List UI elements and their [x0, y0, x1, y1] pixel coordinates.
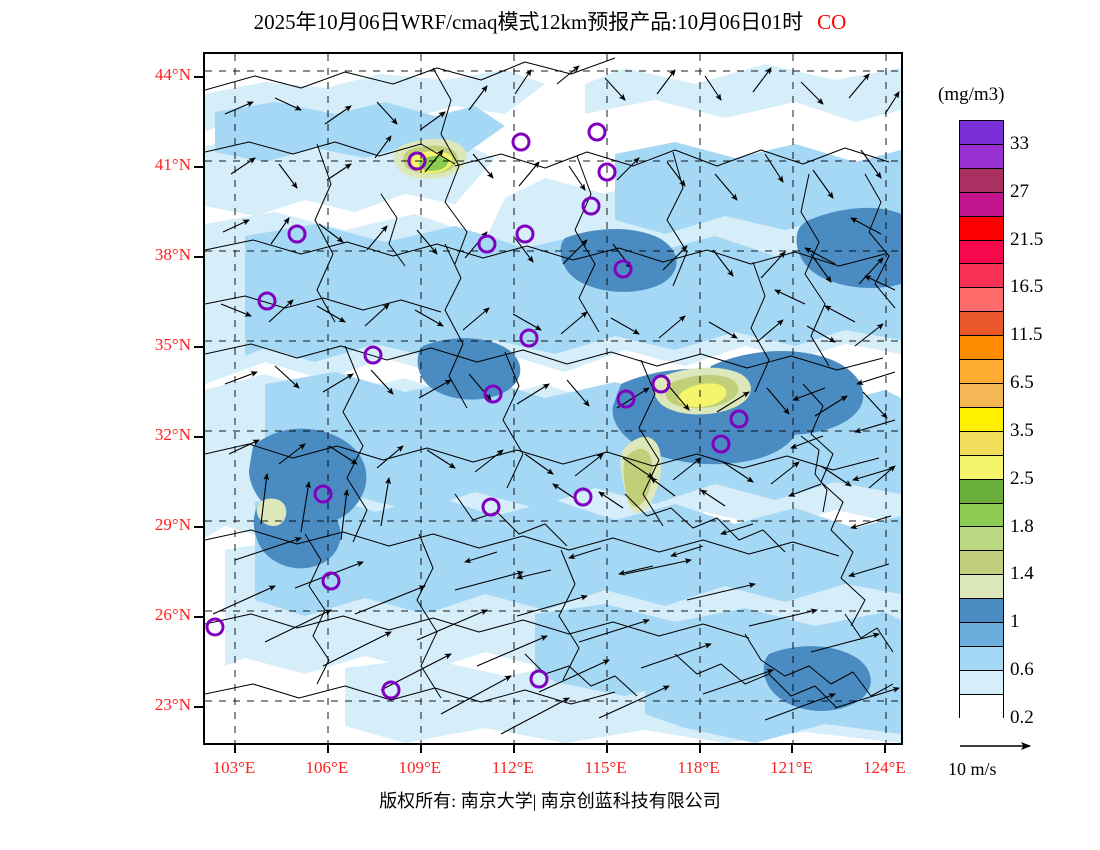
colorbar-band-6	[960, 264, 1003, 289]
colorbar-band-7	[960, 288, 1003, 313]
colorbar-band-11	[960, 383, 1003, 408]
wind-scale-key: 10 m/s	[948, 735, 1098, 791]
y-tick-label-6: 26°N	[154, 605, 191, 624]
colorbar-band-18	[960, 551, 1003, 576]
colorbar-band-0	[960, 121, 1003, 145]
y-tick-label-1: 41°N	[154, 155, 191, 174]
colorbar-band-17	[960, 527, 1003, 552]
colorbar-band-13	[960, 431, 1003, 456]
colorbar-band-20	[960, 599, 1003, 624]
colorbar-band-8	[960, 312, 1003, 337]
x-tick-label-4: 115°E	[584, 758, 627, 777]
colorbar-label-3: 16.5	[1010, 276, 1044, 298]
y-tick-label-2: 38°N	[154, 245, 191, 264]
station-markers[interactable]	[205, 122, 749, 700]
chart-title: 2025年10月06日WRF/cmaq模式12km预报产品:10月06日01时 C…	[0, 6, 1100, 36]
colorbar-band-24	[960, 694, 1003, 719]
colorbar-band-22	[960, 646, 1003, 671]
x-tick-label-1: 106°E	[305, 758, 349, 777]
colorbar-units-label: (mg/m3)	[938, 84, 1005, 105]
colorbar-band-1	[960, 144, 1003, 169]
title-main-text: 2025年10月06日WRF/cmaq模式12km预报产品:10月06日01时	[253, 10, 804, 34]
colorbar-band-14	[960, 455, 1003, 480]
colorbar-band-16	[960, 503, 1003, 528]
y-tick-label-4: 32°N	[154, 425, 191, 444]
x-tick-mark-1	[326, 745, 329, 753]
x-tick-mark-4	[605, 745, 608, 753]
y-tick-label-5: 29°N	[154, 515, 191, 534]
colorbar-band-4	[960, 216, 1003, 241]
y-tick-mark-0	[194, 76, 203, 78]
x-tick-mark-5	[698, 745, 701, 753]
colorbar-band-12	[960, 407, 1003, 432]
co-contour-band-3p5	[419, 155, 449, 171]
colorbar-label-4: 11.5	[1010, 324, 1043, 346]
title-species-text: CO	[817, 10, 847, 34]
wind-key-label: 10 m/s	[948, 759, 997, 779]
x-tick-label-5: 118°E	[677, 758, 720, 777]
x-tick-mark-6	[791, 745, 794, 753]
y-tick-mark-1	[194, 166, 203, 168]
y-tick-mark-7	[194, 706, 203, 708]
x-tick-label-7: 124°E	[863, 758, 906, 777]
x-tick-label-2: 109°E	[398, 758, 442, 777]
colorbar-label-2: 21.5	[1010, 228, 1044, 250]
map-plot-area	[203, 52, 903, 745]
y-tick-label-0: 44°N	[154, 65, 191, 84]
x-tick-mark-0	[233, 745, 236, 753]
y-tick-mark-5	[194, 526, 203, 528]
colorbar-tick-labels: 33 27 21.5 16.5 11.5 6.5 3.5 2.5 1.8 1.4 1 0.6 0.2	[1010, 120, 1100, 728]
colorbar-label-6: 3.5	[1010, 419, 1034, 441]
colorbar-band-9	[960, 336, 1003, 361]
colorbar-label-10: 1	[1010, 611, 1020, 633]
colorbar-label-9: 1.4	[1010, 563, 1034, 585]
x-tick-mark-3	[512, 745, 515, 753]
colorbar-band-2	[960, 168, 1003, 193]
colorbar-band-10	[960, 360, 1003, 384]
x-tick-label-0: 103°E	[212, 758, 256, 777]
colorbar-label-7: 2.5	[1010, 467, 1034, 489]
colorbar-band-21	[960, 623, 1003, 647]
colorbar-band-5	[960, 240, 1003, 265]
y-tick-mark-2	[194, 256, 203, 258]
y-tick-label-7: 23°N	[154, 695, 191, 714]
colorbar-label-5: 6.5	[1010, 372, 1034, 394]
y-tick-mark-6	[194, 616, 203, 618]
colorbar-label-12: 0.2	[1010, 707, 1034, 728]
colorbar	[959, 120, 1004, 719]
x-tick-label-3: 112°E	[491, 758, 534, 777]
colorbar-label-0: 33	[1010, 132, 1029, 154]
colorbar-band-15	[960, 479, 1003, 504]
x-tick-label-6: 121°E	[770, 758, 813, 777]
wind-key-arrow-icon	[960, 742, 1031, 750]
colorbar-label-8: 1.8	[1010, 515, 1034, 537]
colorbar-label-11: 0.6	[1010, 659, 1034, 681]
map-canvas	[205, 54, 901, 743]
wind-vectors	[212, 65, 900, 735]
x-tick-mark-2	[419, 745, 422, 753]
y-tick-label-3: 35°N	[154, 335, 191, 354]
y-tick-mark-4	[194, 436, 203, 438]
colorbar-label-1: 27	[1010, 180, 1029, 202]
colorbar-band-23	[960, 670, 1003, 695]
x-tick-mark-7	[884, 745, 887, 753]
colorbar-band-3	[960, 192, 1003, 217]
y-tick-mark-3	[194, 346, 203, 348]
colorbar-band-19	[960, 575, 1003, 600]
copyright-notice: 版权所有: 南京大学| 南京创蓝科技有限公司	[379, 791, 721, 811]
